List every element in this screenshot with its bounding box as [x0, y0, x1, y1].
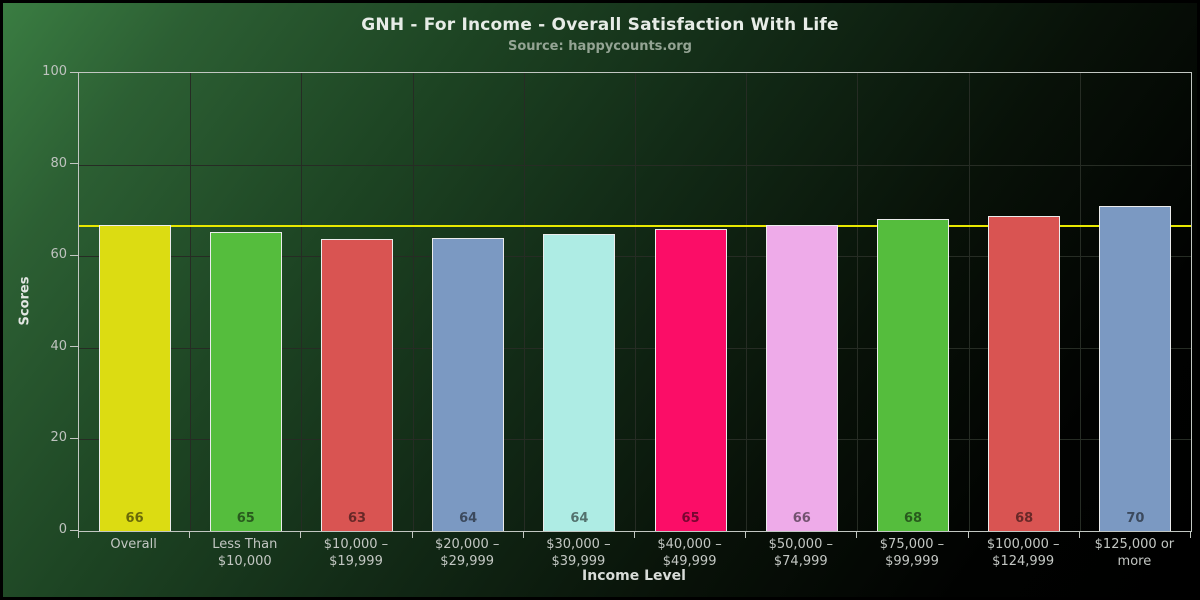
v-gridline-9: [1079, 73, 1081, 531]
x-category-label-line: $50,000 –: [768, 537, 833, 552]
x-tick-9: [1078, 531, 1080, 538]
x-category-label-line: $20,000 –: [434, 537, 500, 552]
y-tick-0: [70, 529, 78, 531]
v-gridline-2: [301, 73, 303, 531]
plot-area: 66 65 63 64 64 65 66 68 68 70: [78, 72, 1192, 532]
y-tick-60: [70, 254, 78, 256]
x-category-label-line: $30,000 –: [546, 537, 611, 552]
y-axis-title: Scores: [17, 276, 33, 326]
bar-5: 65: [654, 229, 727, 531]
x-category-label-4: $30,000 – $39,999: [523, 536, 634, 570]
x-category-label-7: $75,000 – $99,999: [856, 536, 967, 570]
v-gridline-4: [523, 73, 525, 531]
x-tick-6: [745, 531, 747, 538]
bar-value-label-2: 63: [347, 511, 367, 526]
y-tick-label-40: 40: [50, 338, 67, 354]
bar-value-label-7: 68: [903, 511, 923, 526]
bar-6: 66: [765, 225, 838, 531]
x-tick-2: [300, 531, 302, 538]
x-category-label-line: $10,000 –: [323, 537, 389, 552]
v-gridline-5: [635, 73, 636, 531]
x-category-label-5: $40,000 – $49,999: [634, 536, 745, 570]
x-category-label-3: $20,000 – $29,999: [412, 536, 523, 570]
bar-1: 65: [209, 232, 282, 531]
average-line: [79, 225, 1191, 228]
x-category-label-line: $49,999: [662, 554, 717, 569]
y-tick-80: [70, 163, 78, 165]
y-tick-20: [70, 437, 78, 439]
chart-title: GNH - For Income - Overall Satisfaction …: [361, 15, 839, 35]
bar-3: 64: [432, 237, 505, 531]
bar-value-label-1: 65: [236, 511, 255, 526]
x-category-label-line: $40,000 –: [657, 537, 722, 552]
bar-value-label-5: 65: [681, 511, 700, 526]
y-tick-label-20: 20: [50, 430, 67, 446]
x-category-label-6: $50,000 – $74,999: [745, 536, 856, 570]
y-tick-label-100: 100: [42, 64, 67, 79]
x-tick-0: [78, 531, 79, 538]
x-tick-7: [856, 531, 858, 538]
bar-value-label-6: 66: [792, 511, 811, 526]
v-gridline-3: [412, 73, 414, 531]
bar-value-label-3: 64: [459, 511, 478, 526]
v-gridline-7: [857, 73, 859, 531]
x-category-label-line: $10,000: [217, 554, 272, 569]
y-tick-label-0: 0: [58, 522, 67, 537]
x-category-label-line: $29,999: [440, 554, 495, 569]
bar-2: 63: [321, 239, 393, 531]
x-category-label-line: $100,000 –: [986, 537, 1060, 552]
x-category-label-0: Overall: [78, 536, 189, 553]
x-tick-4: [522, 531, 524, 538]
x-category-label-line: $39,999: [551, 554, 606, 569]
x-category-label-line: $125,000 or: [1094, 537, 1175, 552]
chart-subtitle: Source: happycounts.org: [507, 39, 692, 54]
x-category-label-8: $100,000 – $124,999: [968, 536, 1079, 570]
bar-4: 64: [543, 233, 616, 531]
bar-9: 70: [1099, 206, 1172, 531]
x-category-label-line: $19,999: [329, 554, 383, 569]
x-axis-title: Income Level: [582, 568, 686, 584]
x-category-label-line: more: [1117, 554, 1152, 569]
y-tick-100: [70, 71, 78, 73]
x-category-label-9: $125,000 or more: [1079, 536, 1190, 570]
x-category-label-line: Less Than: [212, 537, 278, 552]
x-tick-5: [634, 531, 635, 538]
bar-value-label-0: 66: [125, 511, 144, 526]
x-category-label-line: Overall: [110, 537, 157, 552]
bar-value-label-4: 64: [570, 511, 589, 526]
bar-value-label-9: 70: [1126, 511, 1145, 526]
bar-7: 68: [877, 218, 949, 531]
x-category-label-1: Less Than $10,000: [189, 536, 300, 570]
x-tick-3: [411, 531, 413, 538]
x-tick-1: [189, 531, 191, 538]
x-category-label-line: $74,999: [773, 554, 828, 569]
bar-8: 68: [988, 216, 1061, 531]
x-tick-10: [1190, 531, 1191, 538]
bar-0: 66: [98, 224, 171, 531]
y-tick-label-60: 60: [50, 247, 67, 263]
bar-value-label-8: 68: [1015, 511, 1034, 526]
v-gridline-8: [968, 73, 970, 531]
x-category-label-line: $75,000 –: [879, 537, 945, 552]
x-category-label-line: $124,999: [992, 554, 1055, 569]
x-tick-8: [967, 531, 969, 538]
y-tick-label-80: 80: [50, 155, 67, 171]
x-category-label-2: $10,000 – $19,999: [300, 536, 411, 570]
y-tick-40: [70, 346, 78, 348]
v-gridline-1: [190, 73, 192, 531]
v-gridline-6: [746, 73, 748, 531]
x-category-label-line: $99,999: [885, 554, 939, 569]
